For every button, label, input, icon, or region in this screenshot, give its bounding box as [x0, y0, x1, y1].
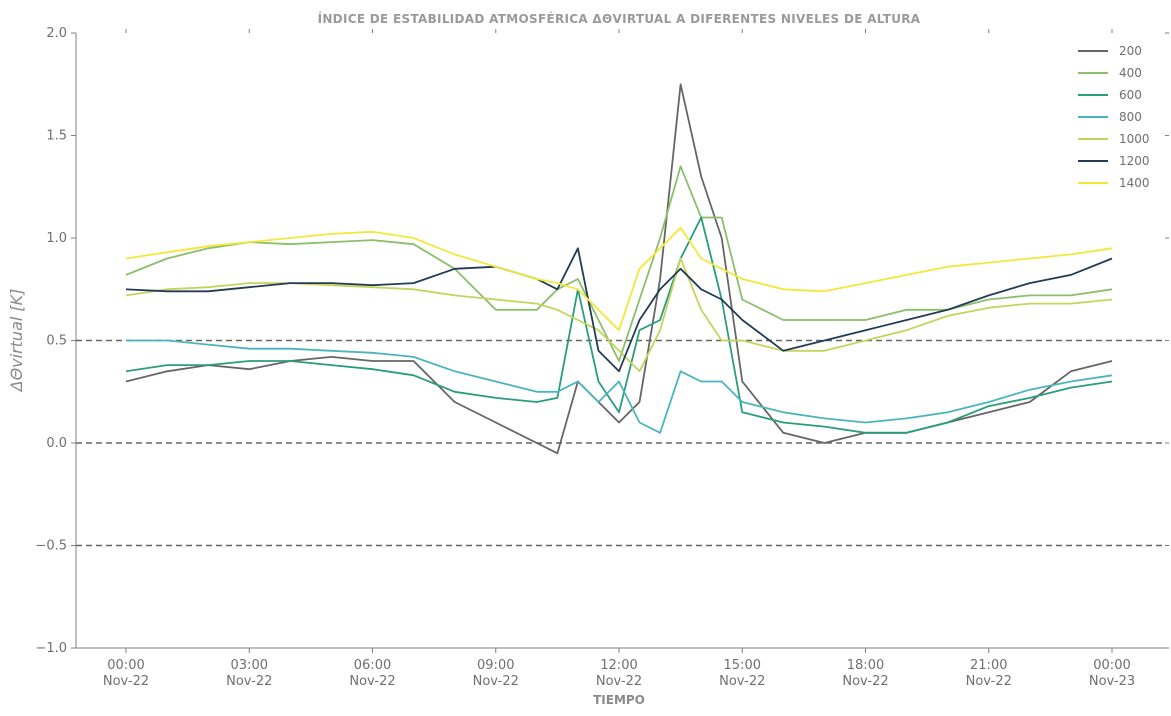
legend-label: 200 — [1119, 44, 1142, 58]
y-tick-label: 1.0 — [46, 231, 67, 246]
y-ticks: −1.0 −0.5 0.0 0.5 1.0 1.5 2.0 — [35, 26, 1169, 656]
x-tick-label-time: 12:00 — [600, 658, 637, 673]
x-tick-label-date: Nov-22 — [473, 674, 519, 689]
legend: 200 400 600 800 1000 1200 1400 — [1078, 44, 1150, 190]
series-line-1200 — [125, 247, 1113, 373]
legend-label: 1200 — [1119, 154, 1150, 168]
y-axis-label: ΔΘvirtual [K] — [7, 289, 26, 394]
series-line-1000 — [125, 257, 1113, 373]
chart-title: ÍNDICE DE ESTABILIDAD ATMOSFÉRICA ΔΘVIRT… — [318, 11, 921, 26]
series-line-200 — [125, 83, 1113, 455]
y-tick-label: −0.5 — [35, 539, 67, 554]
legend-label: 1400 — [1119, 176, 1150, 190]
series-line-1400 — [125, 226, 1113, 332]
reference-lines — [76, 339, 1165, 547]
x-ticks: 00:00Nov-2203:00Nov-2206:00Nov-2209:00No… — [103, 29, 1135, 689]
series-line-800 — [126, 339, 1113, 434]
legend-label: 1000 — [1119, 132, 1150, 146]
y-tick-label: 1.5 — [46, 129, 67, 144]
x-tick-label-time: 03:00 — [231, 658, 268, 673]
x-tick-label-date: Nov-22 — [596, 674, 642, 689]
x-tick-label-date: Nov-22 — [966, 674, 1012, 689]
series-line-600 — [125, 216, 1113, 434]
y-tick-label: −1.0 — [35, 641, 67, 656]
x-tick-label-date: Nov-22 — [349, 674, 395, 689]
y-tick-label: 0.0 — [46, 436, 67, 451]
legend-label: 800 — [1119, 110, 1142, 124]
plot-area: −1.0−0.50.00.51.01.52.0 00:00Nov-2203:00… — [35, 26, 1169, 689]
x-tick-label-time: 09:00 — [477, 658, 514, 673]
legend-label: 400 — [1119, 66, 1142, 80]
y-tick-label: 0.5 — [46, 334, 67, 349]
x-tick-label-time: 06:00 — [354, 658, 391, 673]
legend-label: 600 — [1119, 88, 1142, 102]
series-line-400 — [125, 165, 1113, 362]
x-tick-label-time: 00:00 — [1093, 658, 1130, 673]
series-group — [125, 83, 1113, 455]
x-tick-label-date: Nov-23 — [1089, 674, 1135, 689]
x-tick-label-time: 00:00 — [107, 658, 144, 673]
x-tick-label-date: Nov-22 — [226, 674, 272, 689]
y-tick-label: 2.0 — [46, 26, 67, 41]
x-tick-label-time: 18:00 — [847, 658, 884, 673]
x-tick-label-date: Nov-22 — [103, 674, 149, 689]
x-tick-label-time: 21:00 — [970, 658, 1007, 673]
x-tick-label-date: Nov-22 — [719, 674, 765, 689]
x-axis-label: TIEMPO — [593, 693, 645, 707]
x-tick-label-date: Nov-22 — [842, 674, 888, 689]
x-tick-label-time: 15:00 — [724, 658, 761, 673]
